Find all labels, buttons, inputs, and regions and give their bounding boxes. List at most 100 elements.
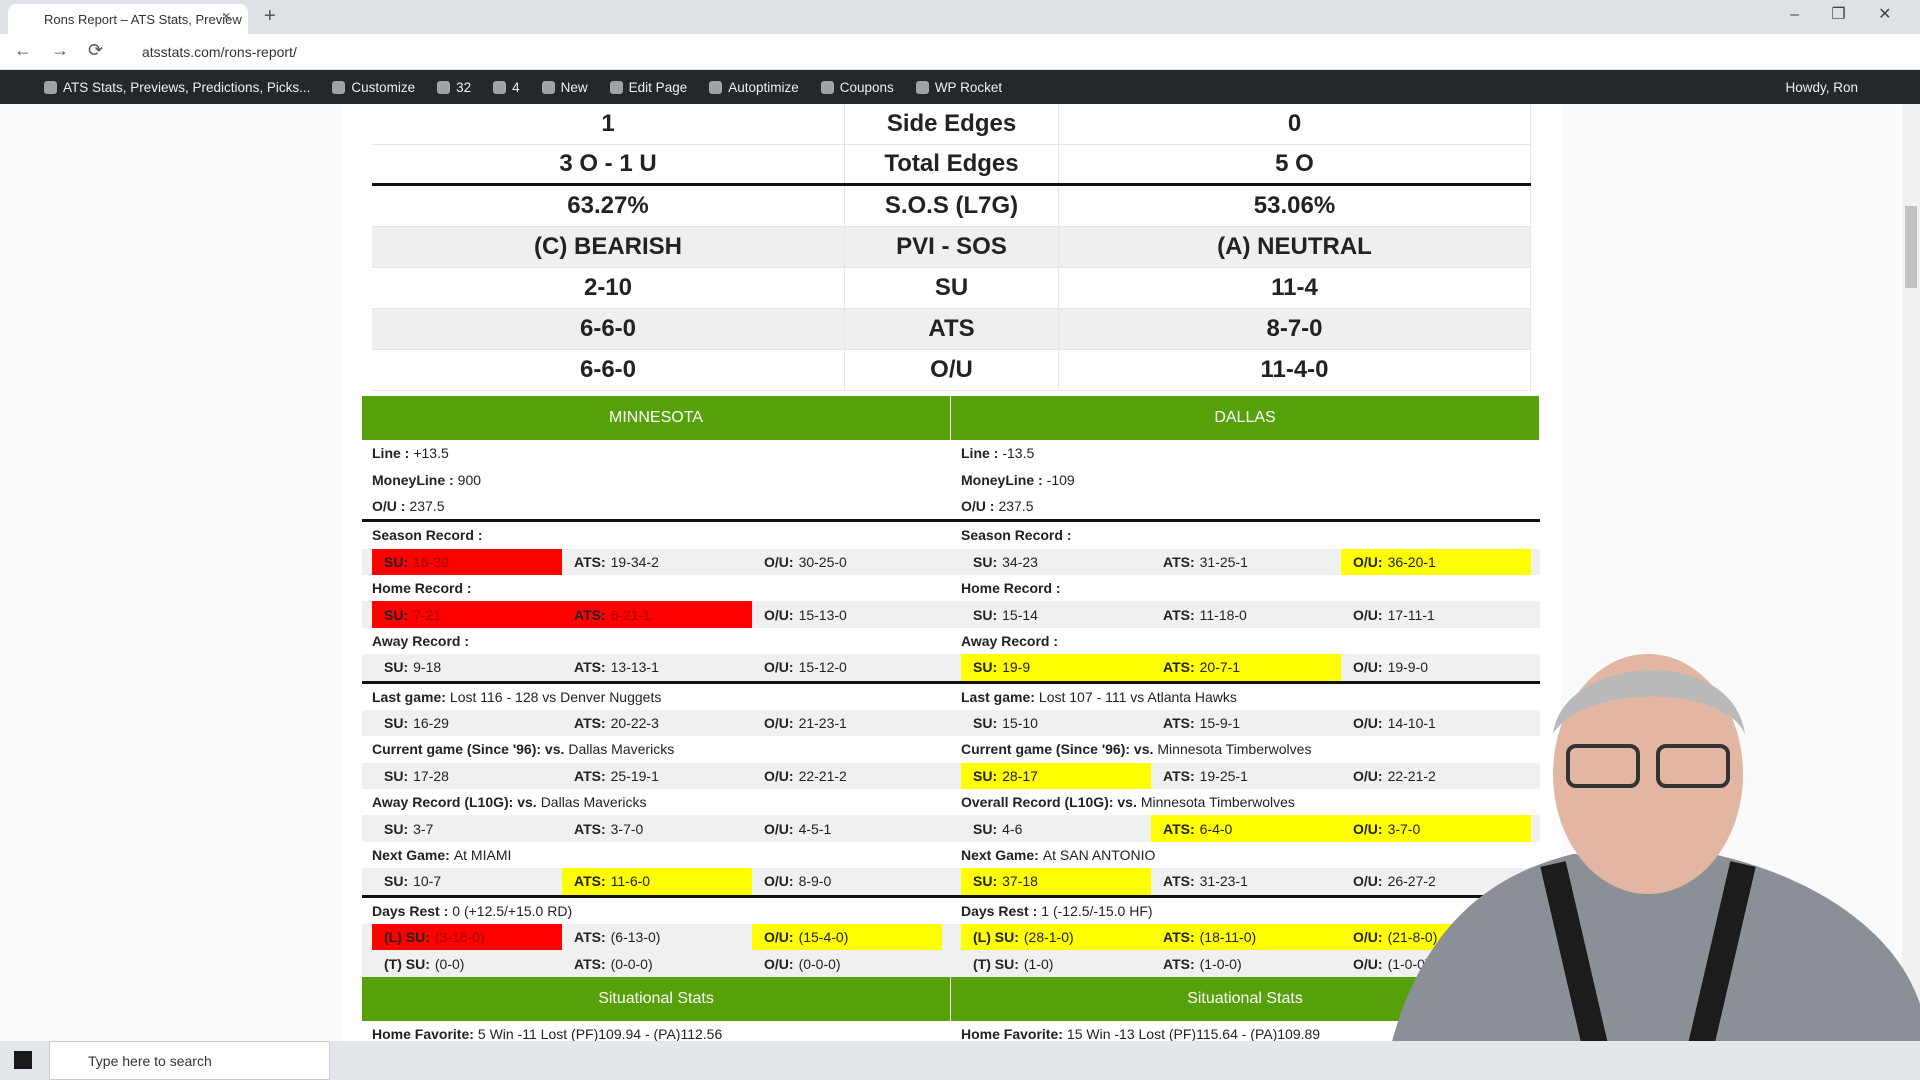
- stat-value: 15-10: [1002, 715, 1038, 732]
- row-text: 237.5: [409, 497, 445, 514]
- stat-cell: O/U: 26-27-2: [1341, 868, 1531, 894]
- stat-row: SU: 3-7 ATS: 3-7-0 O/U: 4-5-1: [362, 815, 951, 842]
- stat-row: SU: 17-28 ATS: 25-19-1 O/U: 22-21-2: [362, 762, 951, 790]
- stat-value: 11-6-0: [610, 873, 651, 890]
- summary-cell: 53.06%: [1059, 186, 1531, 226]
- stat-value: 19-9-0: [1387, 659, 1429, 676]
- stat-value: (15-4-0): [798, 929, 849, 946]
- scroll-thumb[interactable]: [1905, 206, 1917, 288]
- browser-tab[interactable]: Rons Report – ATS Stats, Preview: [8, 4, 248, 34]
- stat-value: 6-21-1: [610, 606, 652, 623]
- stat-cell: (L) SU: (3-16-0): [372, 924, 562, 951]
- stat-value: 3-7-0: [610, 820, 644, 837]
- label-row: Away Record (L10G): vs. Dallas Mavericks: [362, 789, 951, 815]
- row-label: Overall Record (L10G): vs.: [961, 794, 1137, 811]
- label-row: Current game (Since '96): vs. Dallas Mave…: [362, 736, 951, 762]
- stat-cell: O/U: 14-10-1: [1341, 710, 1531, 736]
- glasses: [1566, 744, 1640, 788]
- stat-value: (3-16-0): [434, 929, 485, 946]
- admin-item[interactable]: Customize: [332, 80, 415, 95]
- stat-row: (T) SU: (0-0) ATS: (0-0-0) O/U: (0-0-0): [362, 950, 951, 977]
- greeting[interactable]: Howdy, Ron: [1785, 80, 1858, 95]
- stat-cell: ATS: 19-34-2: [562, 549, 752, 575]
- row-label: MoneyLine :: [372, 471, 454, 488]
- stat-value: 17-28: [413, 767, 449, 784]
- stat-label: O/U:: [764, 955, 794, 972]
- stat-label: SU:: [384, 606, 409, 623]
- scrollbar[interactable]: [1902, 104, 1920, 1041]
- stat-cell: O/U: 3-7-0: [1341, 815, 1531, 842]
- admin-icon: [437, 80, 451, 94]
- taskbar-search[interactable]: Type here to search: [49, 1041, 330, 1080]
- window-controls[interactable]: – ❐ ✕: [1790, 6, 1892, 23]
- stat-cell: SU: 10-7: [372, 868, 562, 894]
- url[interactable]: atsstats.com/rons-report/: [142, 44, 297, 60]
- row-label: Home Favorite:: [372, 1026, 474, 1041]
- stat-cell: O/U: 30-25-0: [752, 549, 942, 575]
- label-row: Season Record :: [951, 522, 1540, 548]
- stat-cell: O/U: 8-9-0: [752, 868, 942, 894]
- row-label: Away Record (L10G): vs.: [372, 794, 537, 811]
- stat-cell: ATS: 25-19-1: [562, 763, 752, 789]
- stat-label: O/U:: [1353, 715, 1383, 732]
- admin-item[interactable]: Coupons: [820, 80, 894, 95]
- label-row: Home Favorite: 15 Win -13 Lost (PF)115.64…: [951, 1021, 1540, 1041]
- stat-row: SU: 34-23 ATS: 31-25-1 O/U: 36-20-1: [951, 548, 1540, 575]
- admin-icon: [709, 80, 723, 94]
- tab-close[interactable]: ×: [222, 8, 231, 25]
- stat-cell: SU: 7-21: [372, 601, 562, 628]
- label-row: Home Favorite: 5 Win -11 Lost (PF)109.94 …: [362, 1021, 951, 1041]
- row-label: Line :: [961, 445, 999, 462]
- summary-cell: 11-4-0: [1059, 350, 1531, 390]
- start-button[interactable]: [14, 1051, 32, 1069]
- row-label: Current game (Since '96): vs.: [961, 741, 1154, 758]
- row-label: Line :: [372, 445, 410, 462]
- nav-buttons[interactable]: ← → ⟳: [14, 40, 104, 60]
- stat-value: 37-18: [1002, 873, 1038, 890]
- row-label: Next Game:: [372, 847, 450, 864]
- divider: [951, 894, 1540, 898]
- stat-row: SU: 28-17 ATS: 19-25-1 O/U: 22-21-2: [951, 762, 1540, 790]
- stat-value: 15-12-0: [798, 659, 847, 676]
- stat-row: SU: 15-10 ATS: 15-9-1 O/U: 14-10-1: [951, 709, 1540, 737]
- stat-label: O/U:: [764, 553, 794, 570]
- row-label: Next Game:: [961, 847, 1039, 864]
- row-label: Current game (Since '96): vs.: [372, 741, 565, 758]
- stat-value: 16-39: [413, 553, 449, 570]
- stat-value: 8-9-0: [798, 873, 832, 890]
- admin-item[interactable]: Autoptimize: [709, 80, 799, 95]
- admin-item[interactable]: 4: [493, 80, 520, 95]
- row-label: Away Record :: [961, 632, 1058, 649]
- summary-cell: S.O.S (L7G): [845, 186, 1059, 226]
- summary-cell: (A) NEUTRAL: [1059, 227, 1531, 267]
- stat-label: O/U:: [764, 715, 794, 732]
- address-bar: [0, 34, 1920, 70]
- stat-label: ATS:: [574, 929, 606, 946]
- admin-item[interactable]: Edit Page: [609, 80, 687, 95]
- stat-cell: SU: 9-18: [372, 654, 562, 680]
- stat-cell: SU: 15-14: [961, 601, 1151, 627]
- stat-cell: O/U: 22-21-2: [1341, 763, 1531, 789]
- admin-item[interactable]: 32: [437, 80, 471, 95]
- admin-item[interactable]: ATS Stats, Previews, Predictions, Picks.…: [44, 80, 310, 95]
- label-row: Line : -13.5: [951, 440, 1540, 466]
- stat-value: 30-25-0: [798, 553, 847, 570]
- stat-value: 21-23-1: [798, 715, 847, 732]
- stat-value: 4-6: [1002, 820, 1023, 837]
- face: [1553, 654, 1743, 894]
- stat-label: SU:: [384, 553, 409, 570]
- stat-label: SU:: [973, 553, 998, 570]
- divider: [362, 519, 951, 523]
- stat-label: SU:: [384, 715, 409, 732]
- row-text: Lost 116 - 128 vs Denver Nuggets: [449, 688, 662, 705]
- admin-item[interactable]: WP Rocket: [915, 80, 1002, 95]
- stat-cell: O/U: 15-13-0: [752, 601, 942, 627]
- summary-row: 1 Side Edges 0: [372, 104, 1531, 145]
- stat-value: 19-25-1: [1199, 767, 1248, 784]
- stat-value: 22-21-2: [798, 767, 847, 784]
- label-row: Overall Record (L10G): vs. Minnesota Timb…: [951, 789, 1540, 815]
- new-tab[interactable]: +: [264, 5, 276, 27]
- stat-label: ATS:: [574, 873, 606, 890]
- stat-label: SU:: [973, 820, 998, 837]
- admin-item[interactable]: New: [541, 80, 588, 95]
